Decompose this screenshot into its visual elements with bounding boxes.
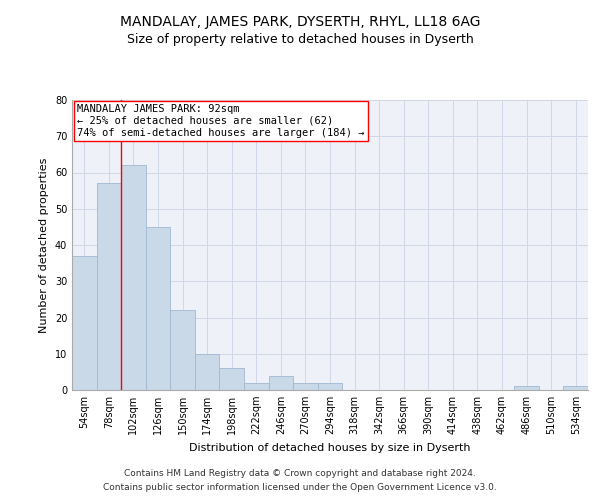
Text: MANDALAY JAMES PARK: 92sqm
← 25% of detached houses are smaller (62)
74% of semi: MANDALAY JAMES PARK: 92sqm ← 25% of deta… xyxy=(77,104,365,138)
Text: Contains HM Land Registry data © Crown copyright and database right 2024.: Contains HM Land Registry data © Crown c… xyxy=(124,468,476,477)
Text: Size of property relative to detached houses in Dyserth: Size of property relative to detached ho… xyxy=(127,32,473,46)
Bar xyxy=(220,368,244,390)
Bar xyxy=(563,386,588,390)
Bar xyxy=(318,383,342,390)
Text: Contains public sector information licensed under the Open Government Licence v3: Contains public sector information licen… xyxy=(103,484,497,492)
Bar xyxy=(195,354,220,390)
Bar xyxy=(170,310,195,390)
Bar xyxy=(146,227,170,390)
X-axis label: Distribution of detached houses by size in Dyserth: Distribution of detached houses by size … xyxy=(189,442,471,452)
Bar xyxy=(121,165,146,390)
Bar xyxy=(269,376,293,390)
Bar xyxy=(97,184,121,390)
Bar xyxy=(293,383,318,390)
Y-axis label: Number of detached properties: Number of detached properties xyxy=(39,158,49,332)
Text: MANDALAY, JAMES PARK, DYSERTH, RHYL, LL18 6AG: MANDALAY, JAMES PARK, DYSERTH, RHYL, LL1… xyxy=(120,15,480,29)
Bar xyxy=(72,256,97,390)
Bar xyxy=(244,383,269,390)
Bar xyxy=(514,386,539,390)
